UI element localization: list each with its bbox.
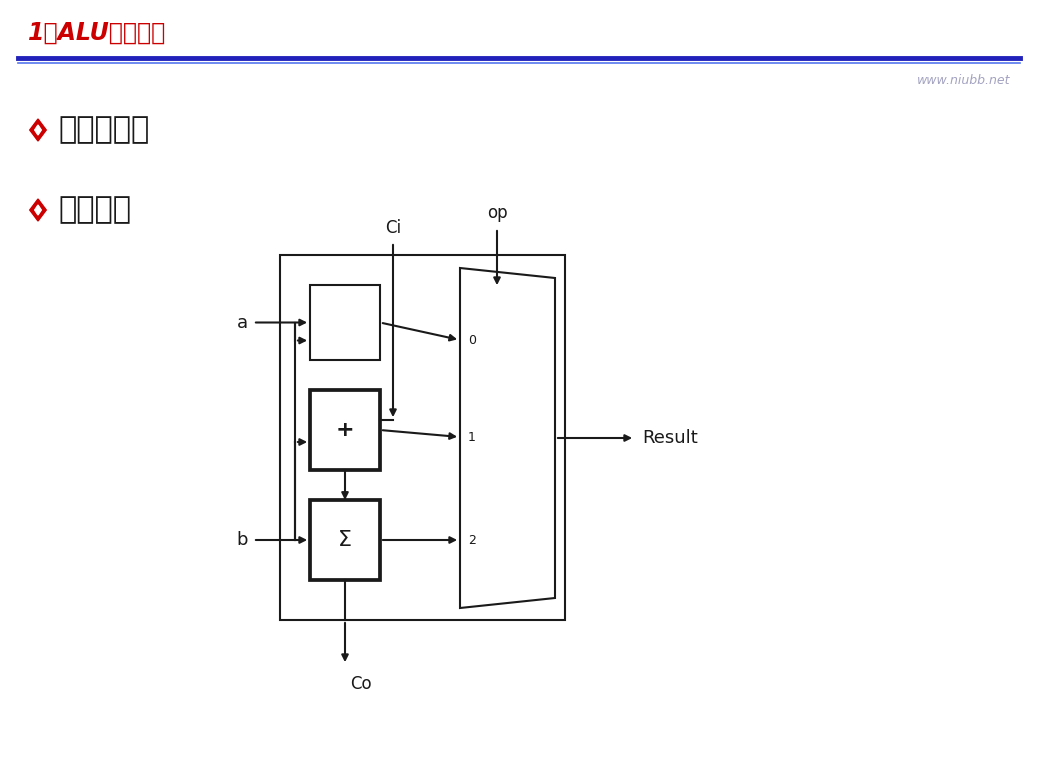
Text: Ci: Ci bbox=[385, 219, 401, 237]
Text: 加法功能: 加法功能 bbox=[58, 195, 131, 225]
Polygon shape bbox=[30, 119, 47, 141]
Text: Result: Result bbox=[642, 429, 698, 447]
Bar bbox=[310, 285, 380, 360]
Text: op: op bbox=[486, 204, 507, 222]
Text: Co: Co bbox=[351, 675, 371, 693]
Text: 与、或功能: 与、或功能 bbox=[58, 115, 149, 145]
Bar bbox=[280, 255, 565, 620]
Bar bbox=[310, 390, 380, 470]
Bar bbox=[310, 500, 380, 580]
Polygon shape bbox=[34, 125, 41, 135]
Polygon shape bbox=[460, 268, 555, 608]
Text: a: a bbox=[236, 314, 248, 331]
Text: 0: 0 bbox=[468, 334, 476, 346]
Text: 1: 1 bbox=[468, 430, 476, 443]
Text: www.niubb.net: www.niubb.net bbox=[917, 73, 1010, 86]
Polygon shape bbox=[30, 199, 47, 221]
Polygon shape bbox=[34, 205, 41, 215]
Text: 1位ALU－与或加: 1位ALU－与或加 bbox=[28, 21, 166, 45]
Text: 2: 2 bbox=[468, 534, 476, 546]
Text: b: b bbox=[236, 531, 248, 549]
Text: +: + bbox=[336, 420, 355, 440]
Text: Σ: Σ bbox=[338, 530, 352, 550]
